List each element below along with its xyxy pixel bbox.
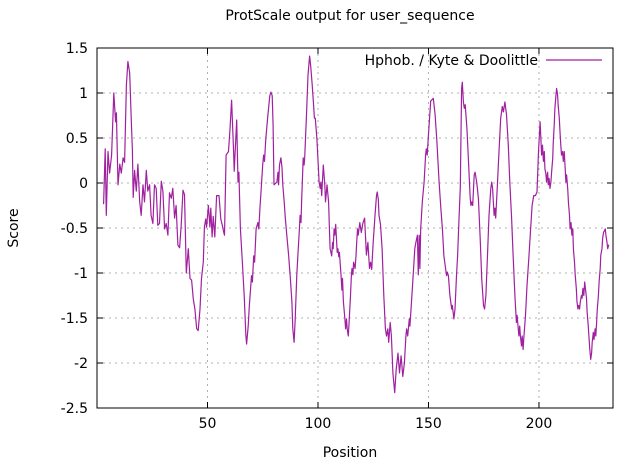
x-axis-label: Position [323,445,378,461]
legend-label: Hphob. / Kyte & Doolittle [365,53,538,69]
x-tick-label: 200 [526,416,553,432]
y-tick-label: 0 [79,176,88,192]
x-tick-label: 50 [199,416,217,432]
y-tick-label: -2 [74,356,88,372]
legend: Hphob. / Kyte & Doolittle [365,53,602,69]
hydrophobicity-series [102,55,610,394]
x-tick-label: 150 [415,416,442,432]
y-axis-label: Score [6,208,22,247]
y-tick-label: -1.5 [61,311,88,327]
tick-labels: 1.5 1 0.5 0 -0.5 -1 -1.5 -2 -2.5 50 100 150 200 [61,41,553,432]
y-tick-label: -1 [74,266,88,282]
chart-title: ProtScale output for user_sequence [225,8,474,24]
series-line [102,55,610,394]
y-tick-label: -2.5 [61,401,88,417]
y-tick-label: 0.5 [66,131,88,147]
y-tick-label: 1.5 [66,41,88,57]
x-tick-label: 100 [305,416,332,432]
plot-frame [96,47,614,409]
y-tick-label: 1 [79,86,88,102]
grid-lines [97,47,613,409]
y-tick-label: -0.5 [61,221,88,237]
